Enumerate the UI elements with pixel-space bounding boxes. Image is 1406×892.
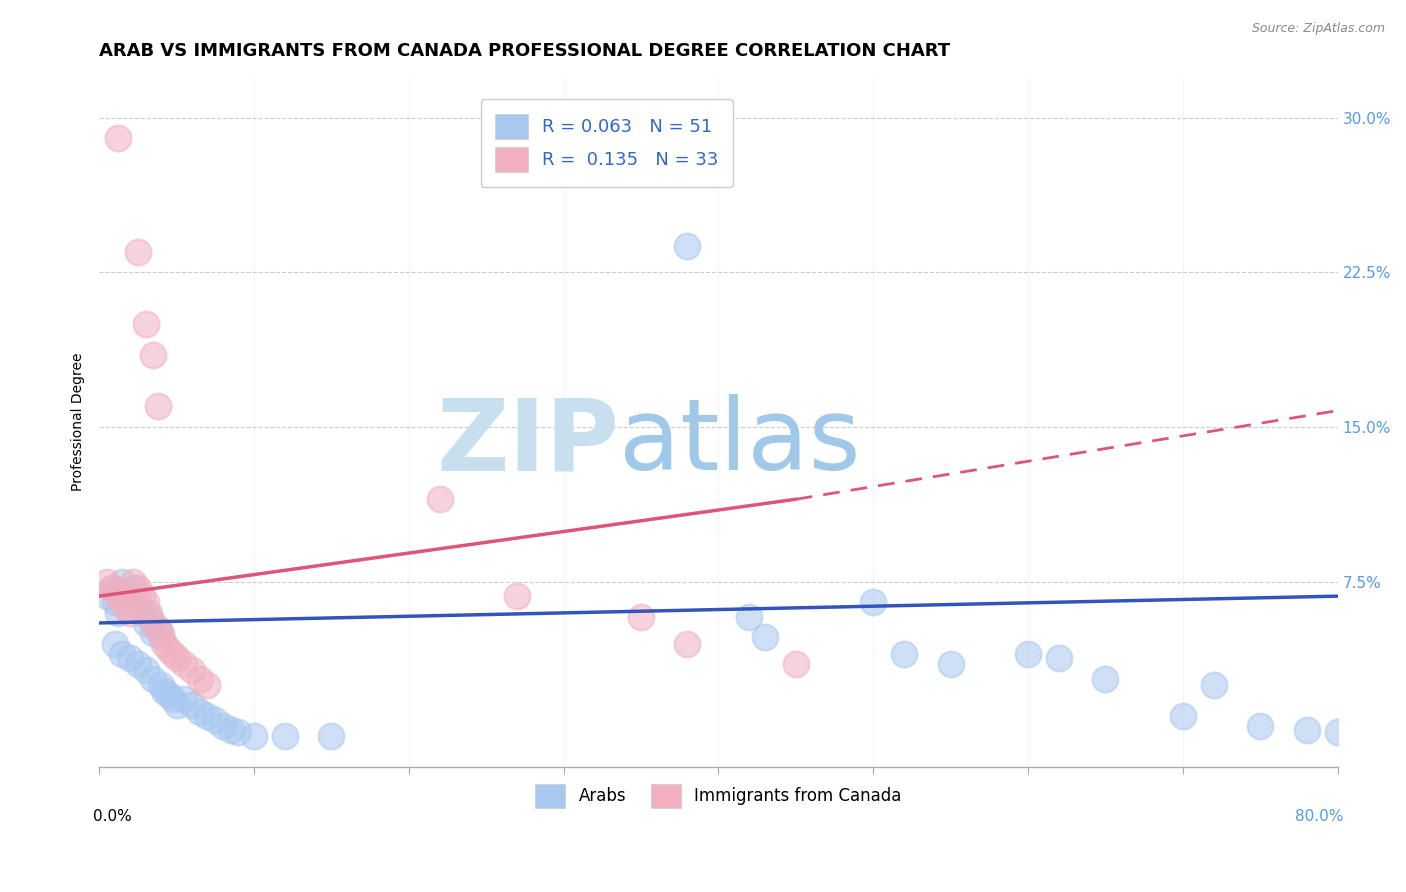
Point	[939, 657, 962, 672]
Point	[204, 713, 226, 727]
Point	[135, 615, 157, 630]
Point	[107, 131, 129, 145]
Point	[166, 698, 188, 713]
Text: 80.0%: 80.0%	[1295, 809, 1344, 823]
Point	[120, 589, 142, 603]
Point	[150, 631, 173, 645]
Point	[142, 615, 165, 630]
Point	[135, 317, 157, 331]
Text: ARAB VS IMMIGRANTS FROM CANADA PROFESSIONAL DEGREE CORRELATION CHART: ARAB VS IMMIGRANTS FROM CANADA PROFESSIO…	[100, 42, 950, 60]
Point	[107, 589, 129, 603]
Point	[1017, 647, 1039, 661]
Point	[274, 729, 297, 743]
Point	[135, 595, 157, 609]
Point	[506, 589, 529, 603]
Point	[131, 589, 153, 603]
Point	[243, 729, 266, 743]
Point	[157, 642, 180, 657]
Text: ZIP: ZIP	[436, 394, 619, 491]
Point	[100, 581, 122, 595]
Text: atlas: atlas	[619, 394, 860, 491]
Point	[157, 688, 180, 702]
Point	[135, 664, 157, 678]
Point	[1295, 723, 1317, 738]
Point	[321, 729, 343, 743]
Point	[96, 574, 118, 589]
Point	[197, 678, 219, 692]
Point	[104, 585, 127, 599]
Point	[127, 581, 149, 595]
Text: Source: ZipAtlas.com: Source: ZipAtlas.com	[1251, 22, 1385, 36]
Point	[146, 400, 169, 414]
Point	[150, 626, 173, 640]
Point	[212, 719, 235, 733]
Point	[862, 595, 884, 609]
Point	[785, 657, 807, 672]
Point	[120, 651, 142, 665]
Point	[429, 492, 451, 507]
Point	[676, 238, 699, 252]
Legend: Arabs, Immigrants from Canada: Arabs, Immigrants from Canada	[529, 777, 908, 814]
Point	[127, 595, 149, 609]
Point	[162, 647, 184, 661]
Point	[111, 574, 134, 589]
Point	[1171, 708, 1194, 723]
Point	[138, 606, 160, 620]
Point	[197, 708, 219, 723]
Point	[738, 609, 761, 624]
Point	[1202, 678, 1225, 692]
Point	[127, 244, 149, 259]
Point	[127, 657, 149, 672]
Point	[142, 348, 165, 362]
Point	[111, 595, 134, 609]
Point	[153, 684, 176, 698]
Point	[188, 672, 211, 686]
Point	[146, 622, 169, 636]
Point	[122, 574, 145, 589]
Point	[104, 595, 127, 609]
Text: 0.0%: 0.0%	[93, 809, 132, 823]
Point	[96, 589, 118, 603]
Point	[146, 622, 169, 636]
Point	[630, 609, 652, 624]
Point	[173, 692, 195, 706]
Point	[1326, 725, 1348, 739]
Point	[104, 636, 127, 650]
Point	[676, 636, 699, 650]
Point	[893, 647, 915, 661]
Point	[219, 723, 242, 738]
Point	[150, 678, 173, 692]
Point	[1249, 719, 1271, 733]
Point	[122, 581, 145, 595]
Point	[181, 664, 204, 678]
Point	[1047, 651, 1070, 665]
Point	[166, 651, 188, 665]
Point	[115, 585, 138, 599]
Point	[173, 657, 195, 672]
Point	[228, 725, 250, 739]
Point	[142, 626, 165, 640]
Point	[754, 631, 776, 645]
Point	[111, 647, 134, 661]
Point	[120, 606, 142, 620]
Point	[138, 609, 160, 624]
Point	[1094, 672, 1116, 686]
Point	[142, 672, 165, 686]
Point	[162, 692, 184, 706]
Point	[115, 601, 138, 615]
Point	[188, 705, 211, 719]
Point	[131, 606, 153, 620]
Point	[100, 581, 122, 595]
Point	[153, 636, 176, 650]
Point	[181, 698, 204, 713]
Y-axis label: Professional Degree: Professional Degree	[72, 352, 86, 491]
Point	[107, 606, 129, 620]
